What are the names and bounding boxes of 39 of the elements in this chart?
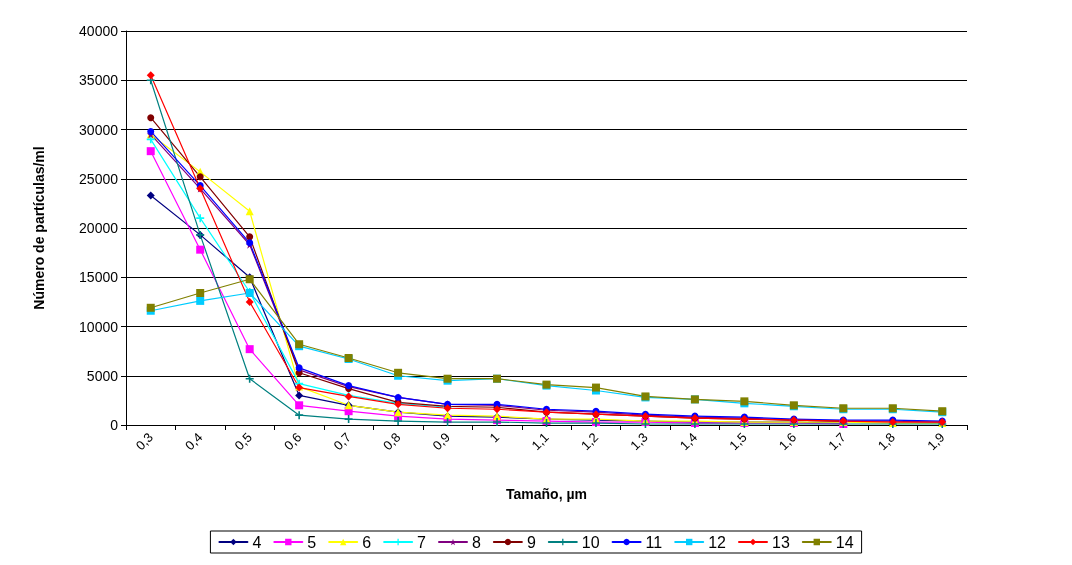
y-tick-label: 40000 — [79, 23, 119, 39]
y-tick-label: 10000 — [79, 318, 119, 335]
legend-label: 4 — [252, 533, 262, 551]
y-tick-label: 25000 — [79, 170, 119, 187]
x-tick-label: 0,5 — [231, 429, 255, 454]
x-tick-label: 0,8 — [380, 429, 404, 454]
x-tick-label: 1,3 — [627, 429, 651, 454]
x-tick-label: 0,7 — [330, 429, 354, 454]
x-tick-label: 0,9 — [429, 429, 453, 454]
legend-label: 9 — [526, 533, 536, 551]
y-tick-label: 35000 — [79, 72, 119, 89]
x-tick-label: 1,1 — [528, 429, 552, 454]
legend-label: 5 — [307, 533, 317, 551]
x-tick-label: 1,8 — [874, 429, 899, 454]
x-tick-label: 1,6 — [775, 429, 800, 454]
legend-label: 13 — [772, 533, 790, 551]
x-tick-label: 1 — [486, 429, 503, 446]
x-tick-label: 0,6 — [281, 429, 305, 454]
x-tick-label: 1,4 — [676, 429, 701, 454]
y-tick-label: 15000 — [79, 269, 119, 286]
legend-label: 8 — [472, 533, 481, 551]
x-tick-label: 1,2 — [577, 429, 602, 454]
y-tick-label: 5000 — [86, 367, 119, 384]
x-tick-label: 1,5 — [726, 429, 750, 454]
y-tick-label: 0 — [110, 417, 119, 433]
legend-label: 14 — [835, 533, 854, 551]
y-tick-label: 30000 — [79, 121, 119, 138]
y-tick-label: 20000 — [79, 220, 119, 236]
x-axis-title: Tamaño, µm — [506, 486, 587, 502]
legend-label: 10 — [581, 533, 600, 551]
legend-label: 7 — [417, 533, 427, 551]
legend-label: 11 — [645, 533, 663, 551]
x-tick-label: 0,4 — [182, 429, 206, 454]
legend-label: 12 — [708, 533, 727, 551]
x-tick-label: 1,9 — [924, 429, 948, 454]
x-tick-label: 1,7 — [825, 429, 849, 454]
x-tick-label: 0,3 — [132, 429, 157, 454]
legend-label: 6 — [362, 533, 372, 551]
y-axis-title: Número de partículas/ml — [31, 146, 47, 310]
